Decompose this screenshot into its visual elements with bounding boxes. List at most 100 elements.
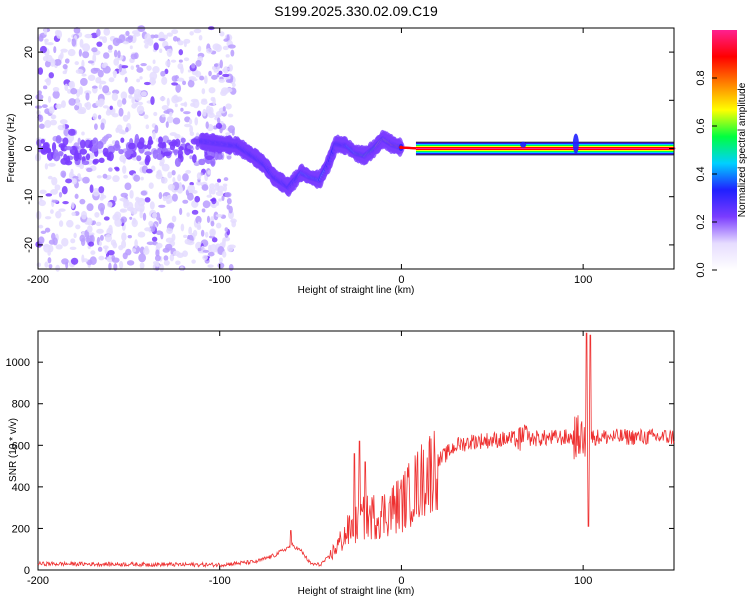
noise-cell: [187, 69, 192, 73]
noise-cell: [38, 114, 44, 123]
spectrogram-x-axis-label: Height of straight line (km): [298, 285, 415, 296]
noise-cell: [70, 87, 78, 95]
noise-cell: [118, 129, 125, 135]
noise-cell: [70, 238, 76, 244]
noise-cell: [79, 198, 86, 205]
noise-cell: [177, 40, 184, 46]
noise-cell: [178, 146, 184, 151]
noise-cell: [51, 142, 57, 152]
noise-cell: [39, 45, 47, 54]
noise-cell: [172, 36, 178, 42]
noise-cell: [37, 67, 44, 75]
noise-cell: [79, 139, 86, 149]
ridge-band-stripe: [415, 149, 674, 151]
noise-cell: [73, 152, 80, 162]
noise-cell: [119, 197, 127, 202]
noise-cell: [146, 142, 152, 150]
noise-cell: [91, 85, 98, 89]
noise-cell: [99, 234, 104, 241]
noise-cell: [126, 260, 135, 266]
ridge-band-stripe: [415, 144, 674, 146]
noise-cell: [221, 239, 226, 248]
noise-cell: [217, 178, 222, 183]
noise-cell: [89, 256, 97, 265]
ridge-band-stripe: [415, 152, 674, 154]
noise-cell: [120, 216, 128, 223]
noise-cell: [94, 123, 98, 130]
noise-cell: [211, 74, 218, 80]
noise-cell: [228, 264, 234, 271]
colorbar-tick-label: 0.8: [695, 70, 707, 85]
noise-cell: [127, 35, 134, 40]
noise-cell: [102, 105, 109, 109]
noise-cell: [125, 30, 130, 36]
noise-cell: [180, 107, 184, 112]
noise-cell: [219, 59, 223, 69]
noise-cell: [45, 193, 53, 197]
noise-cell: [215, 213, 223, 218]
colorbar-tick-label: 0.2: [695, 214, 707, 229]
noise-cell: [197, 45, 202, 52]
noise-cell: [111, 113, 119, 118]
noise-cell: [70, 257, 79, 265]
noise-cell: [131, 248, 137, 253]
noise-cell: [226, 204, 230, 210]
noise-cell: [215, 122, 223, 129]
noise-cell: [126, 149, 134, 155]
noise-cell: [61, 123, 66, 131]
noise-cell: [97, 114, 102, 120]
noise-cell: [154, 254, 161, 262]
noise-cell: [132, 217, 137, 225]
noise-cell: [112, 242, 118, 249]
noise-cell: [73, 26, 81, 34]
spectrogram-x-ticks: -200 -100 0 100: [27, 28, 592, 286]
noise-cell: [118, 260, 124, 269]
noise-cell: [102, 85, 110, 94]
noise-cell: [136, 105, 145, 115]
noise-cell: [210, 220, 215, 227]
noise-cell: [81, 254, 85, 263]
noise-cell: [46, 42, 54, 46]
noise-cell: [152, 65, 160, 74]
y-tick-label: 1000: [6, 357, 30, 369]
noise-cell: [86, 225, 93, 233]
noise-cell: [171, 215, 177, 223]
noise-cell: [215, 222, 222, 229]
noise-cell: [140, 91, 147, 97]
noise-cell: [182, 199, 189, 204]
noise-cell: [81, 59, 85, 69]
noise-cell: [227, 244, 234, 253]
noise-cell: [135, 196, 140, 202]
noise-cell: [129, 216, 133, 220]
noise-cell: [175, 96, 183, 102]
noise-cell: [144, 43, 149, 49]
noise-cell: [55, 210, 62, 219]
noise-cell: [55, 103, 62, 110]
noise-cell: [52, 90, 60, 99]
noise-cell: [101, 63, 107, 69]
noise-cell: [159, 48, 163, 54]
ridge-band-stripe: [415, 148, 674, 150]
noise-cell: [71, 211, 76, 217]
noise-cell: [61, 100, 66, 109]
noise-cell: [231, 82, 236, 87]
noise-cell: [191, 78, 198, 82]
noise-cell: [202, 200, 211, 209]
noise-cell: [99, 98, 105, 106]
noise-cell: [184, 238, 191, 245]
y-tick-label: 20: [23, 46, 35, 58]
noise-cell: [89, 232, 95, 236]
noise-cell: [230, 49, 235, 57]
noise-cell: [226, 197, 232, 205]
noise-cell: [155, 230, 163, 236]
noise-cell: [155, 249, 160, 257]
noise-cell: [159, 96, 166, 102]
noise-cell: [150, 96, 155, 106]
noise-cell: [163, 45, 172, 50]
spectrogram-y-axis-label: Frequency (Hz): [6, 114, 17, 183]
noise-cell: [179, 207, 183, 216]
noise-cell: [42, 244, 50, 248]
noise-cell: [165, 60, 171, 67]
noise-cell: [81, 131, 85, 136]
noise-cell: [222, 73, 230, 78]
